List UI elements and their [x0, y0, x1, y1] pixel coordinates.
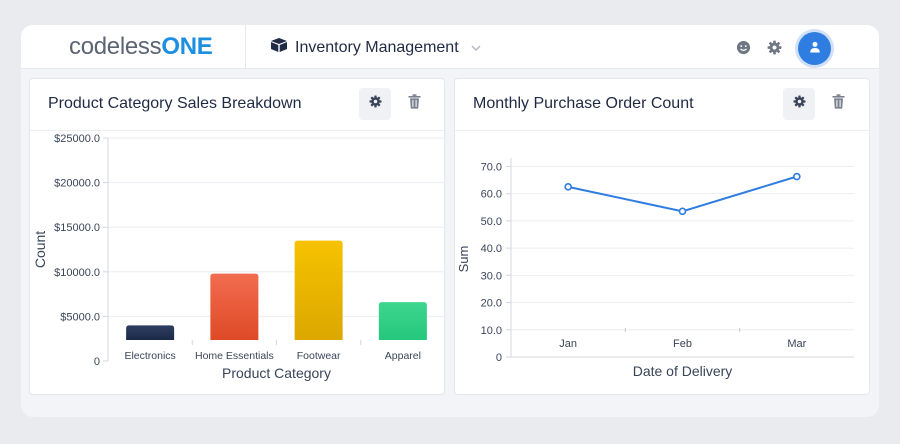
data-point: [793, 172, 801, 181]
bar-chart: 0 $5000.0 $10000.0 $15000.0 $20000.0 $25000.0…: [32, 133, 445, 381]
y-tick-label: 20.0: [481, 298, 502, 310]
y-tick-label: $15000.0: [54, 222, 100, 234]
app-frame: codelessONE Inventory Management Product…: [21, 25, 879, 417]
y-tick-label: 0: [94, 356, 100, 368]
smiley-icon[interactable]: [734, 38, 752, 56]
y-tick-label: 0: [496, 352, 502, 364]
x-axis-label: Product Category: [222, 365, 331, 381]
app-selector[interactable]: Inventory Management: [269, 37, 481, 58]
chevron-down-icon: [471, 42, 481, 54]
logo-text-part2: ONE: [161, 33, 213, 60]
y-tick-label: $20000.0: [54, 178, 100, 190]
widget-sales-breakdown: Product Category Sales Breakdown 0 $5000.…: [29, 78, 445, 395]
app-name: Inventory Management: [295, 38, 459, 56]
trash-icon: [408, 94, 421, 114]
y-tick-label: $25000.0: [54, 133, 100, 145]
gear-icon: [792, 95, 806, 113]
y-tick-label: 70.0: [481, 161, 502, 173]
box-icon: [269, 37, 289, 58]
widget-settings-button[interactable]: [783, 88, 815, 120]
widget-title: Product Category Sales Breakdown: [48, 95, 302, 112]
top-bar: codelessONE Inventory Management: [21, 25, 879, 69]
y-tick-label: $10000.0: [54, 267, 100, 279]
x-tick-label: Home Essentials: [195, 350, 274, 362]
header-divider: [245, 25, 246, 69]
gear-icon[interactable]: [765, 38, 783, 56]
widget-header: Product Category Sales Breakdown: [30, 79, 444, 131]
x-tick-label: Mar: [787, 338, 806, 350]
bar: [378, 302, 427, 340]
y-tick-label: 40.0: [481, 243, 502, 255]
y-axis-label: Count: [32, 231, 48, 268]
x-tick-label: Electronics: [124, 350, 175, 362]
x-tick-label: Apparel: [385, 350, 421, 362]
widget-header: Monthly Purchase Order Count: [455, 79, 869, 131]
bar: [210, 273, 259, 340]
x-axis-label: Date of Delivery: [633, 363, 733, 379]
y-tick-label: 60.0: [481, 189, 502, 201]
y-axis-label: Sum: [456, 246, 471, 273]
widget-delete-button[interactable]: [822, 88, 854, 120]
widget-purchase-orders: Monthly Purchase Order Count 0 10.0 20.0 30…: [454, 78, 870, 395]
y-tick-label: 10.0: [481, 325, 502, 337]
logo[interactable]: codelessONE: [69, 33, 213, 61]
widget-delete-button[interactable]: [398, 88, 430, 120]
x-tick-label: Footwear: [297, 350, 341, 362]
gear-icon: [368, 95, 382, 113]
x-tick-label: Feb: [673, 338, 692, 350]
data-point: [678, 207, 687, 216]
trash-icon: [832, 94, 845, 114]
y-tick-label: 30.0: [481, 270, 502, 282]
widget-title: Monthly Purchase Order Count: [473, 95, 694, 112]
line-chart: 0 10.0 20.0 30.0 40.0 50.0 60.0 70.0 Jan Feb Mar Da…: [456, 158, 854, 379]
y-tick-label: 50.0: [481, 216, 502, 228]
user-avatar[interactable]: [798, 32, 831, 65]
widget-settings-button[interactable]: [359, 88, 391, 120]
bar: [294, 240, 343, 340]
user-icon: [809, 40, 821, 58]
logo-text-part1: codeless: [69, 33, 162, 60]
x-tick-label: Jan: [559, 338, 577, 350]
data-point: [564, 183, 572, 191]
y-tick-label: $5000.0: [60, 311, 100, 323]
bar: [126, 325, 175, 340]
